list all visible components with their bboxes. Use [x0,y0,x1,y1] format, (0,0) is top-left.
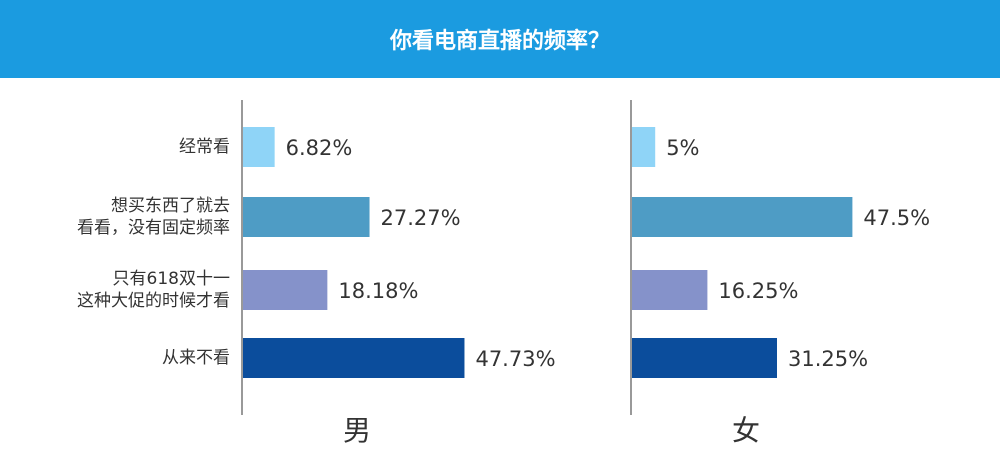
bar [632,127,656,167]
category-label: 这种大促的时候才看 [77,291,230,311]
value-label: 6.82% [286,136,353,160]
bar [632,338,777,378]
bar [632,270,708,310]
category-label: 从来不看 [162,348,230,368]
bar [243,270,328,310]
panel-label: 女 [732,414,760,447]
value-label: 18.18% [338,279,418,303]
bar [243,197,370,237]
chart-title: 你看电商直播的频率？ [389,28,610,54]
value-label: 5% [666,136,699,160]
bar [243,127,275,167]
value-label: 27.27% [381,206,461,230]
value-label: 47.5% [863,206,930,230]
bar [632,197,853,237]
panel-label: 男 [343,414,371,447]
value-label: 31.25% [788,347,868,371]
category-label: 想买东西了就去 [111,196,230,216]
title-bar [0,0,1000,78]
bar [243,338,465,378]
category-label: 只有618双十一 [113,269,230,289]
value-label: 16.25% [718,279,798,303]
category-label: 看看，没有固定频率 [77,218,230,238]
category-label: 经常看 [179,137,230,157]
value-label: 47.73% [475,347,555,371]
